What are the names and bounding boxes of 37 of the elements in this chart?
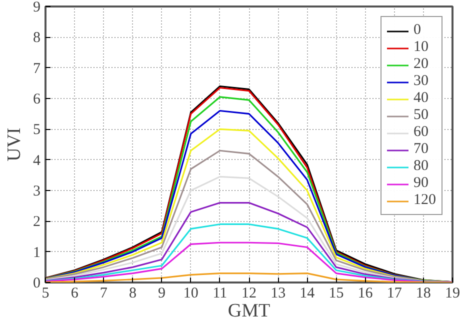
legend-label: 50 bbox=[414, 107, 430, 124]
y-tick-label: 9 bbox=[33, 0, 40, 16]
x-axis-title: GMT bbox=[228, 300, 271, 322]
y-tick-label: 2 bbox=[33, 214, 40, 230]
y-tick-label: 7 bbox=[33, 60, 41, 77]
x-tick-label: 19 bbox=[445, 286, 460, 302]
x-tick-label: 7 bbox=[100, 286, 108, 302]
legend-label: 60 bbox=[414, 124, 430, 141]
y-axis-title: UVI bbox=[4, 128, 25, 162]
x-tick-label: 17 bbox=[386, 286, 402, 302]
x-tick-label: 14 bbox=[300, 286, 316, 302]
x-tick-label: 12 bbox=[242, 286, 256, 302]
legend-label: 0 bbox=[414, 22, 422, 39]
x-tick-label: 18 bbox=[416, 286, 431, 302]
x-tick-label: 8 bbox=[128, 286, 136, 302]
legend-label: 40 bbox=[414, 90, 430, 107]
y-tick-label: 6 bbox=[33, 92, 41, 108]
legend-label: 30 bbox=[414, 73, 430, 90]
y-tick-label: 8 bbox=[33, 30, 40, 46]
legend-label: 80 bbox=[414, 158, 430, 175]
legend-label: 70 bbox=[414, 141, 430, 158]
legend-label: 90 bbox=[414, 175, 430, 192]
x-tick-label: 16 bbox=[358, 286, 374, 302]
y-tick-label: 0 bbox=[33, 276, 40, 292]
y-tick-label: 4 bbox=[33, 152, 41, 169]
x-tick-label: 15 bbox=[328, 286, 344, 302]
y-tick-label: 1 bbox=[33, 244, 40, 261]
legend-label: 20 bbox=[414, 56, 430, 73]
x-tick-label: 11 bbox=[212, 286, 228, 302]
x-tick-label: 6 bbox=[70, 286, 79, 302]
x-tick-label: 10 bbox=[183, 286, 198, 302]
legend-label: 120 bbox=[414, 192, 436, 209]
y-tick-label: 3 bbox=[33, 184, 40, 200]
x-tick-label: 13 bbox=[270, 286, 286, 302]
y-tick-label: 5 bbox=[33, 122, 40, 138]
x-tick-label: 9 bbox=[158, 286, 166, 302]
legend-label: 10 bbox=[414, 39, 430, 56]
